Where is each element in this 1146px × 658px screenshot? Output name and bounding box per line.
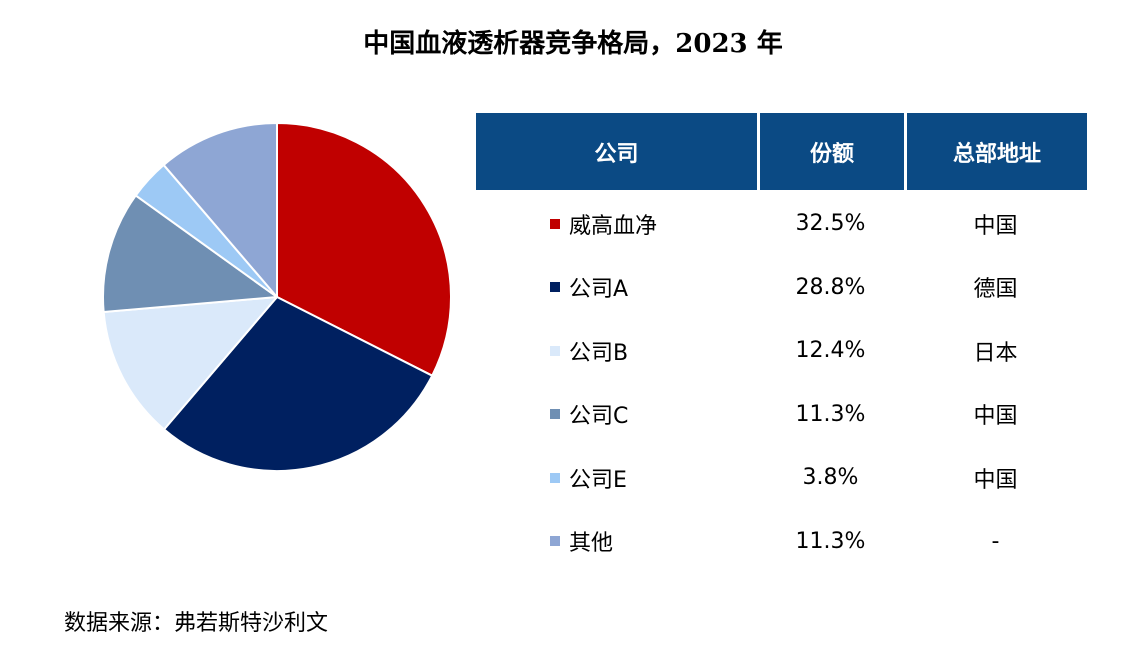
company-cell: 威高血净: [476, 208, 757, 240]
hq-cell: 中国: [973, 404, 1018, 430]
pie-slice-3: [102, 296, 278, 431]
legend-swatch: [550, 282, 560, 293]
header-company: 公司: [476, 113, 757, 190]
company-cell: 其他: [476, 525, 757, 557]
hq-cell: 日本: [973, 340, 1018, 366]
company-cell: 公司E: [476, 462, 757, 494]
hq-cell: 德国: [973, 277, 1018, 303]
header-share: 份额: [757, 113, 904, 190]
source-note: 数据来源：弗若斯特沙利文: [64, 611, 329, 636]
pie-slice-1: [276, 122, 452, 377]
table-row: 公司C 11.3% 中国: [476, 383, 1087, 447]
company-cell: 公司C: [476, 398, 757, 430]
table-row: 威高血净 32.5% 中国: [476, 192, 1087, 256]
company-cell: 公司A: [476, 271, 757, 303]
table-body: 威高血净 32.5% 中国 公司A 28.8% 德国 公司B 12.4% 日本 …: [476, 190, 1087, 573]
pie-slice-4: [102, 194, 278, 313]
company-cell: 公司B: [476, 335, 757, 367]
table-row: 公司E 3.8% 中国: [476, 446, 1087, 510]
table-row: 其他 11.3% -: [476, 510, 1087, 574]
hq-cell: 中国: [973, 213, 1018, 239]
table-row: 公司B 12.4% 日本: [476, 319, 1087, 383]
company-name: 威高血净: [569, 213, 658, 239]
hq-cell: 中国: [973, 467, 1018, 493]
share-cell: 12.4%: [795, 338, 866, 364]
legend-swatch: [550, 218, 560, 229]
company-name: 其他: [569, 531, 614, 557]
share-cell: 11.3%: [795, 401, 866, 427]
pie-slice-2: [163, 296, 434, 472]
company-name: 公司A: [569, 277, 629, 303]
hq-cell: -: [991, 528, 1000, 554]
legend-table: 公司 份额 总部地址 威高血净 32.5% 中国 公司A 28.8% 德国 公司…: [476, 113, 1087, 573]
table-row: 公司A 28.8% 德国: [476, 256, 1087, 320]
legend-swatch: [550, 345, 560, 356]
share-cell: 11.3%: [795, 528, 866, 554]
legend-swatch: [550, 536, 560, 547]
company-name: 公司E: [569, 467, 627, 493]
company-name: 公司C: [569, 404, 629, 430]
share-cell: 3.8%: [802, 465, 859, 491]
table-header: 公司 份额 总部地址: [476, 113, 1087, 190]
header-hq: 总部地址: [904, 113, 1087, 190]
pie-chart: [102, 122, 452, 472]
company-name: 公司B: [569, 340, 629, 366]
pie-slice-6: [162, 122, 278, 298]
chart-title: 中国血液透析器竞争格局，2023 年: [363, 29, 783, 59]
share-cell: 28.8%: [795, 274, 866, 300]
share-cell: 32.5%: [795, 211, 866, 237]
legend-swatch: [550, 472, 560, 483]
legend-swatch: [550, 409, 560, 420]
